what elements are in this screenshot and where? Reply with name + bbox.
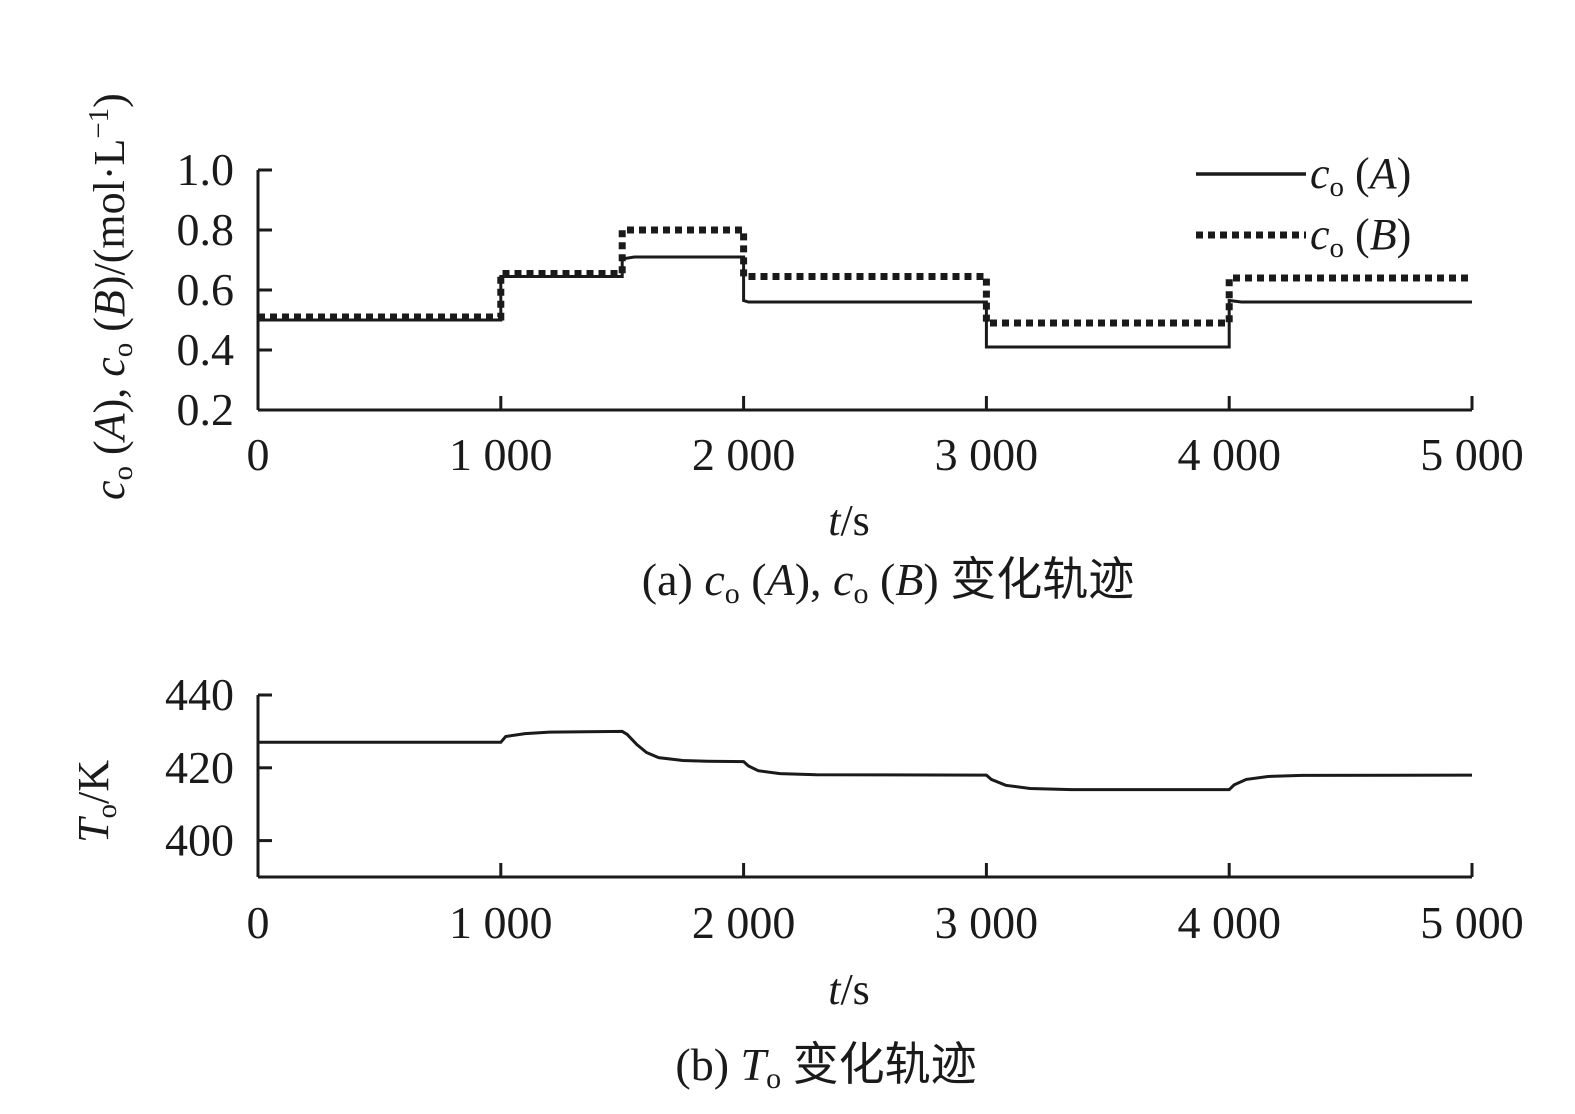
chart-a-y-tick-label: 0.6 — [177, 264, 235, 315]
chart-b-y-tick-label: 400 — [165, 815, 234, 866]
chart-b-x-tick-label: 3 000 — [935, 897, 1039, 948]
chart-a-legend: co (A) co (B) — [1196, 149, 1411, 264]
chart-b-x-axis-title: t/s — [828, 965, 870, 1014]
chart-a-x-tick-label: 3 000 — [935, 429, 1039, 480]
chart-b-y-tick-label: 420 — [165, 742, 234, 793]
chart-a-y-axis-title: co (A), co (B)/(mol·L−1) — [83, 93, 139, 500]
chart-a-series — [258, 226, 1472, 349]
chart-a-caption: (a) co (A), co (B) 变化轨迹 — [642, 554, 1134, 610]
chart-b-series — [258, 729, 1473, 792]
chart-a-x-axis-title: t/s — [828, 496, 870, 545]
chart-b-x-ticks: 0 1 000 2 000 3 000 4 000 5 000 — [247, 863, 1524, 948]
chart-a-y-tick-label: 0.2 — [177, 384, 235, 435]
chart-a-x-ticks: 0 1 000 2 000 3 000 4 000 5 000 — [247, 396, 1524, 480]
chart-a-y-tick-label: 1.0 — [177, 144, 235, 195]
chart-b-x-tick-label: 5 000 — [1420, 897, 1524, 948]
legend-label-series-a: co (A) — [1310, 149, 1411, 203]
chart-b-series-line-1 — [258, 729, 1473, 792]
chart-a-series-line-1 — [258, 255, 1472, 349]
chart-b-y-tick-label: 440 — [165, 669, 234, 720]
chart-b-x-tick-label: 0 — [247, 897, 270, 948]
chart-b-y-axis-title: To/K — [69, 760, 123, 843]
chart-b-x-tick-label: 4 000 — [1177, 897, 1281, 948]
chart-b-x-tick-label: 2 000 — [692, 897, 796, 948]
chart-a-x-tick-label: 2 000 — [692, 429, 796, 480]
chart-a-series-line-2 — [258, 226, 1472, 327]
chart-a: 0 1 000 2 000 3 000 4 000 5 000 0.2 0.4 0.6 0.8 1… — [83, 93, 1524, 610]
chart-b: 0 1 000 2 000 3 000 4 000 5 000 400 420 440 To/… — [69, 669, 1524, 1095]
chart-a-y-tick-label: 0.8 — [177, 204, 235, 255]
chart-a-x-tick-label: 5 000 — [1420, 429, 1524, 480]
chart-b-caption: (b) To 变化轨迹 — [675, 1039, 976, 1095]
chart-b-x-tick-label: 1 000 — [449, 897, 553, 948]
chart-a-x-tick-label: 1 000 — [449, 429, 553, 480]
legend-label-series-b: co (B) — [1310, 210, 1411, 264]
chart-a-x-tick-label: 4 000 — [1177, 429, 1281, 480]
chart-b-y-ticks: 400 420 440 — [165, 669, 272, 866]
chart-a-y-ticks: 0.2 0.4 0.6 0.8 1.0 — [177, 144, 272, 435]
chart-a-x-tick-label: 0 — [247, 429, 270, 480]
chart-a-y-tick-label: 0.4 — [177, 324, 235, 375]
